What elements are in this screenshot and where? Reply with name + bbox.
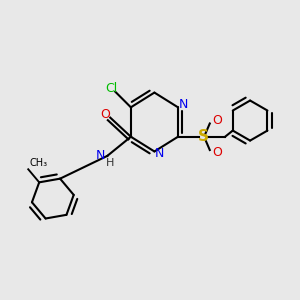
Text: S: S	[197, 129, 208, 144]
Text: O: O	[212, 146, 222, 159]
Text: Cl: Cl	[106, 82, 118, 95]
Text: N: N	[178, 98, 188, 111]
Text: O: O	[212, 114, 222, 127]
Text: N: N	[96, 149, 106, 162]
Text: N: N	[155, 147, 164, 160]
Text: H: H	[106, 158, 114, 168]
Text: CH₃: CH₃	[30, 158, 48, 168]
Text: O: O	[100, 108, 110, 121]
